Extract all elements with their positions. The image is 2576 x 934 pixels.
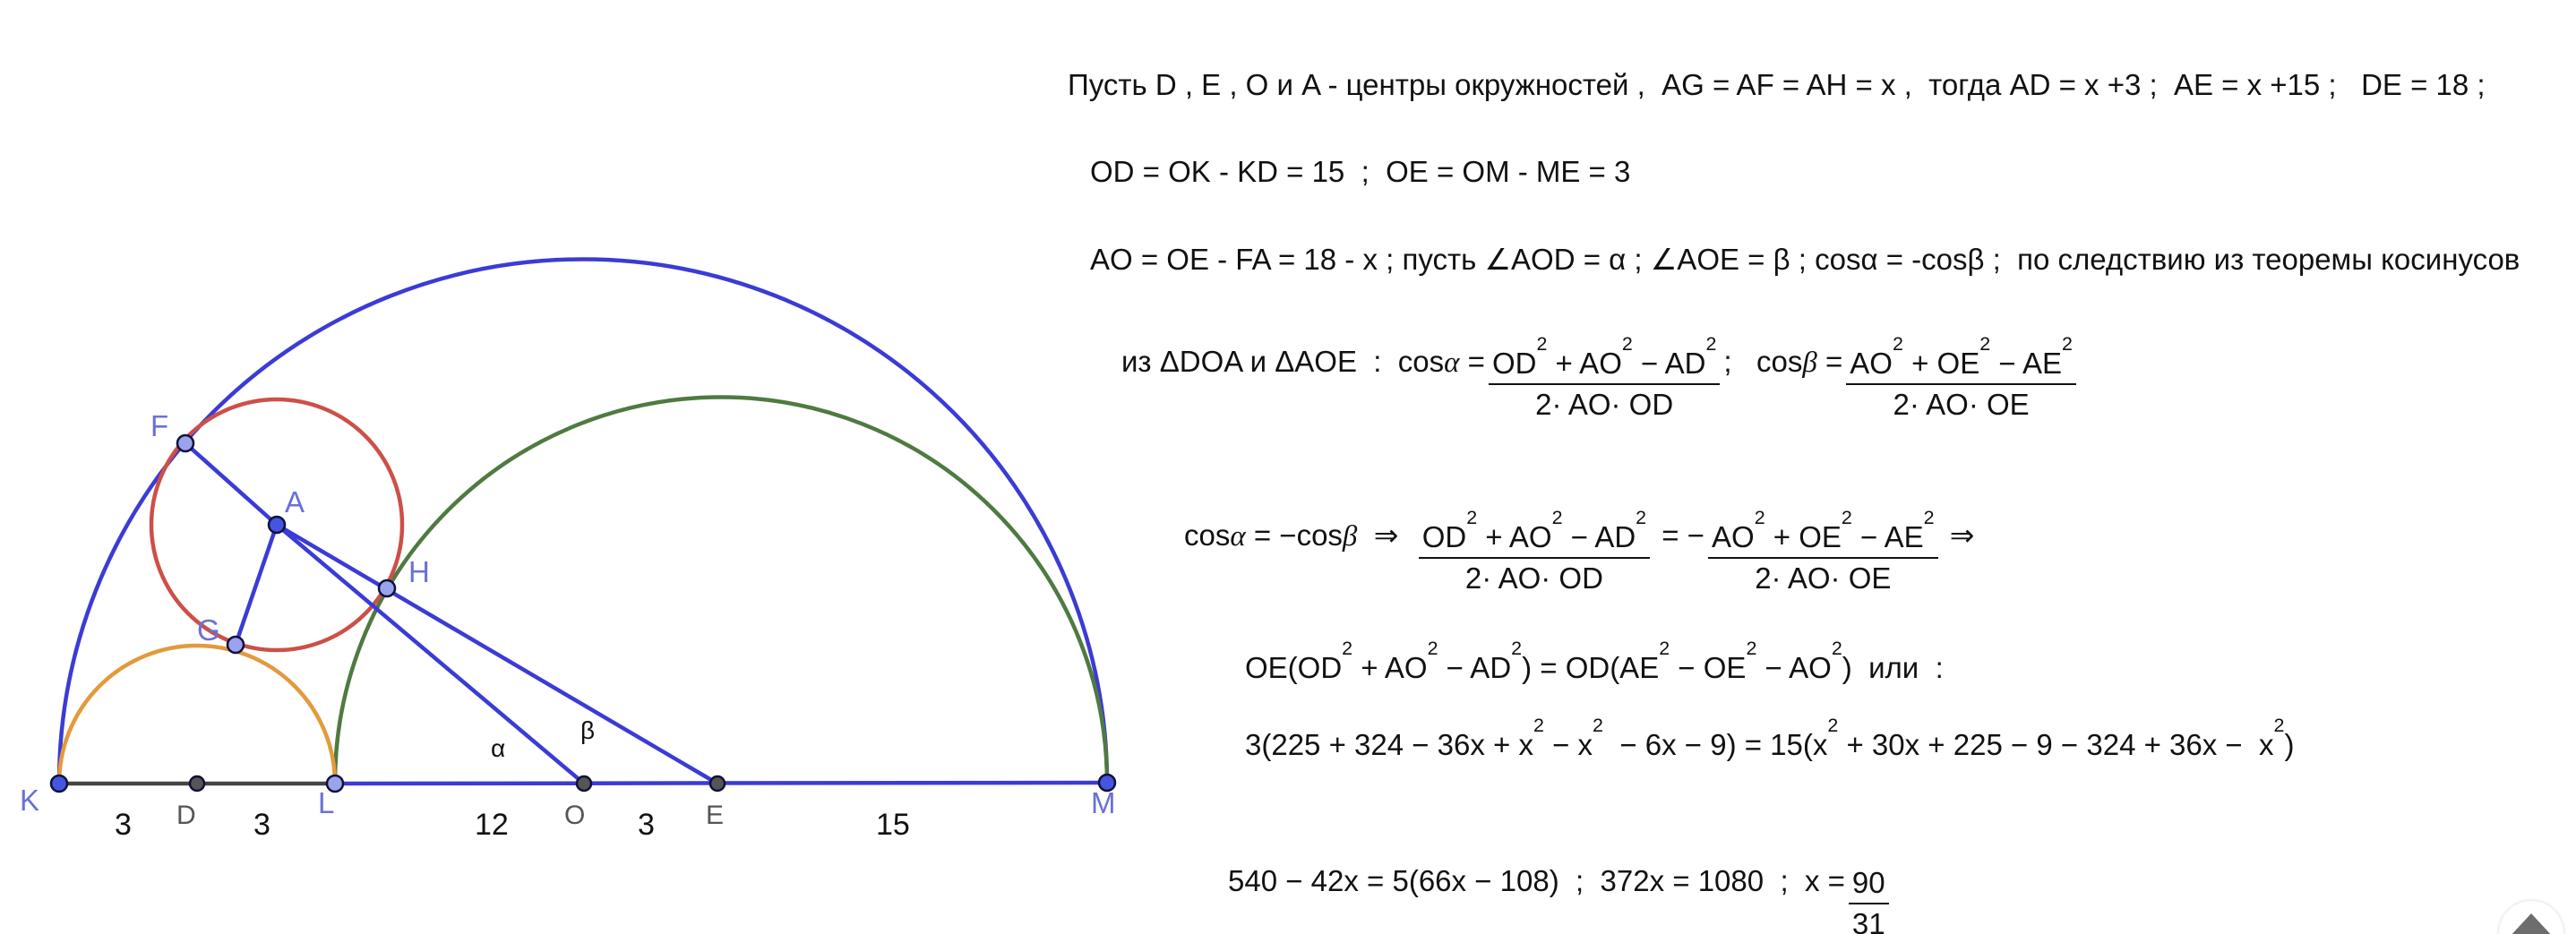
svg-text:H: H <box>408 555 430 588</box>
svg-text:12: 12 <box>475 808 509 842</box>
svg-text:K: K <box>20 784 39 817</box>
svg-text:G: G <box>197 613 220 647</box>
svg-text:A: A <box>285 485 305 518</box>
svg-text:M: M <box>1091 786 1116 819</box>
svg-text:α: α <box>491 734 505 762</box>
svg-text:F: F <box>150 409 168 442</box>
svg-text:3: 3 <box>115 808 132 842</box>
svg-text:D: D <box>176 801 196 830</box>
svg-text:β: β <box>580 716 595 744</box>
svg-text:E: E <box>706 801 724 830</box>
svg-text:O: O <box>564 801 585 830</box>
svg-text:L: L <box>318 786 334 819</box>
svg-text:3: 3 <box>638 808 655 842</box>
svg-text:15: 15 <box>876 808 910 842</box>
svg-text:3: 3 <box>253 808 270 842</box>
